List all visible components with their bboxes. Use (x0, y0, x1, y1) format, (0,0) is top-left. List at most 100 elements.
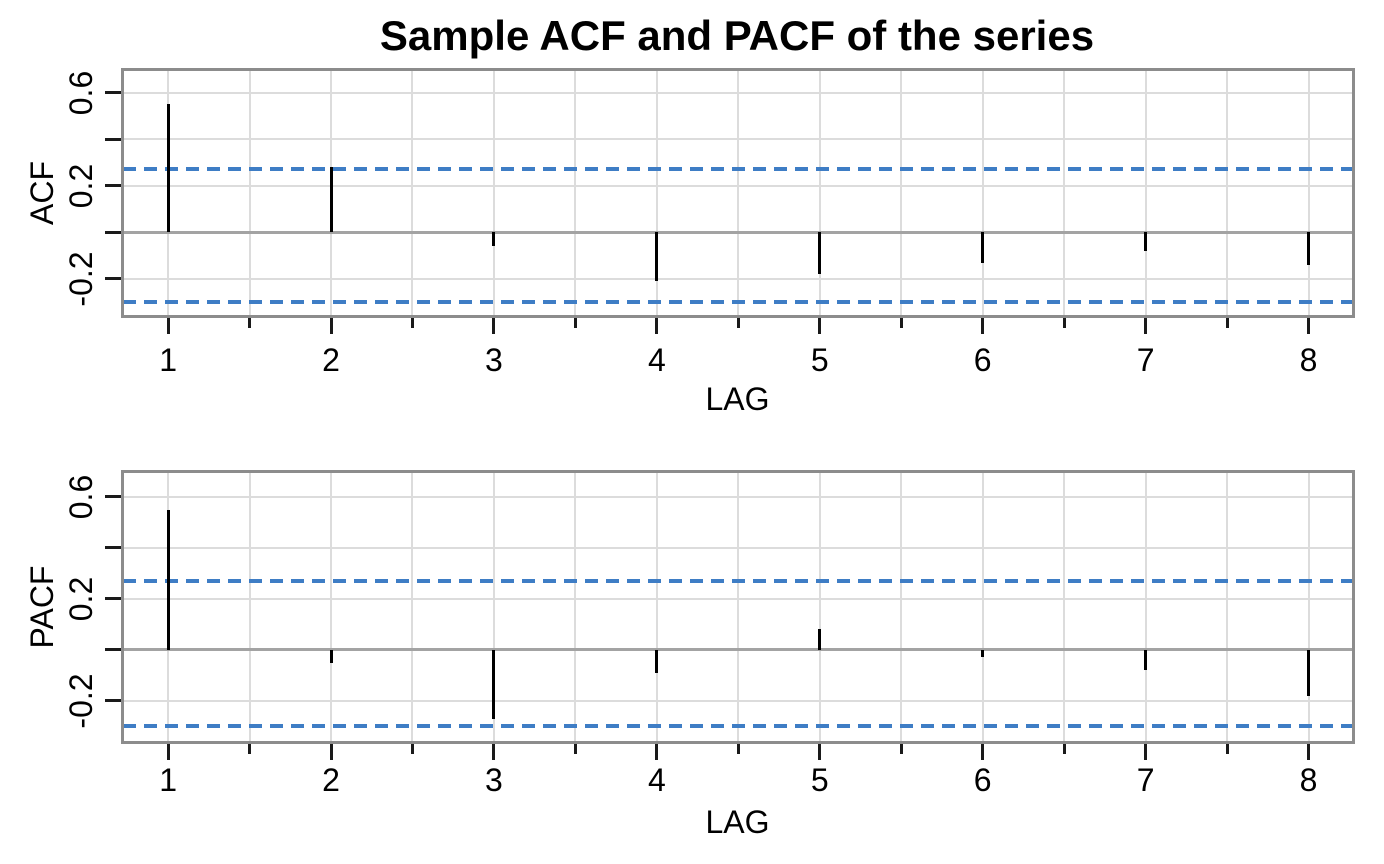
y-tick (104, 597, 121, 601)
confidence-band-lower (122, 724, 1353, 729)
grid-line-vertical (411, 69, 414, 316)
x-minor-tick (1062, 318, 1066, 328)
x-tick-label: 7 (1136, 342, 1155, 378)
grid-line-vertical (900, 69, 903, 316)
grid-line-vertical (248, 69, 251, 316)
y-tick (104, 699, 121, 703)
x-major-tick (981, 743, 985, 760)
grid-line-vertical (1063, 69, 1066, 316)
x-tick-label: 5 (810, 762, 829, 798)
grid-line-vertical (1226, 69, 1229, 316)
y-tick-label: -0.2 (62, 673, 99, 729)
x-minor-tick (1225, 318, 1229, 328)
figure-title: Sample ACF and PACF of the series (379, 12, 1095, 59)
acf-spike-lag-7 (1144, 232, 1148, 251)
x-major-tick (655, 743, 659, 760)
x-major-tick (655, 318, 659, 334)
x-minor-tick (1062, 743, 1066, 754)
x-tick-label: 8 (1299, 762, 1318, 798)
pacf-spike-lag-2 (329, 649, 333, 663)
acf-spike-lag-3 (492, 232, 496, 247)
y-tick-label: -0.2 (62, 251, 99, 307)
zero-line (122, 230, 1353, 234)
acf-spike-lag-1 (166, 104, 170, 233)
x-tick-label: 5 (810, 342, 829, 378)
x-major-tick (1307, 743, 1310, 760)
x-major-tick (329, 743, 333, 760)
plot-frame (120, 469, 1355, 744)
grid-line-vertical (737, 471, 740, 742)
x-minor-tick (736, 743, 740, 754)
y-tick-label: 0.6 (62, 70, 99, 115)
x-major-tick (492, 743, 496, 760)
y-tick (104, 230, 121, 234)
x-tick-label: 8 (1299, 342, 1318, 378)
grid-line-horizontal (122, 184, 1353, 187)
acf-spike-lag-5 (818, 232, 822, 275)
acf-spike-lag-4 (655, 232, 659, 282)
x-tick-label: 1 (159, 342, 178, 378)
grid-line-vertical (248, 471, 251, 742)
x-major-tick (166, 318, 170, 334)
x-major-tick (1307, 318, 1310, 334)
grid-line-vertical (1144, 69, 1147, 316)
x-major-tick (818, 743, 822, 760)
x-minor-tick (573, 318, 577, 328)
grid-line-vertical (818, 471, 821, 742)
pacf-spike-lag-5 (818, 629, 822, 650)
y-tick (104, 495, 121, 499)
x-tick-label: 6 (973, 342, 992, 378)
grid-line-vertical (1144, 471, 1147, 742)
grid-line-vertical (818, 69, 821, 316)
x-tick-label: 1 (159, 762, 178, 798)
grid-line-vertical (1307, 471, 1310, 742)
x-major-tick (1144, 318, 1148, 334)
y-tick-label: 0.2 (62, 163, 99, 209)
x-minor-tick (1225, 743, 1229, 754)
pacf-spike-lag-6 (981, 649, 985, 658)
pacf-spike-lag-3 (492, 649, 496, 719)
y-tick (104, 648, 121, 652)
y-tick (104, 277, 121, 281)
x-major-tick (981, 318, 985, 334)
x-minor-tick (410, 318, 414, 328)
grid-line-vertical (1063, 471, 1066, 742)
y-tick (104, 91, 121, 95)
acf-y-axis-title: ACF (23, 160, 60, 225)
acf-x-axis-title: LAG (705, 381, 770, 417)
x-minor-tick (899, 743, 903, 754)
x-minor-tick (248, 318, 252, 328)
grid-line-horizontal (122, 597, 1353, 600)
grid-line-vertical (1307, 69, 1310, 316)
grid-line-vertical (900, 471, 903, 742)
grid-line-horizontal (122, 138, 1353, 141)
x-tick-label: 2 (322, 342, 340, 378)
x-tick-label: 4 (647, 762, 666, 798)
x-minor-tick (248, 743, 252, 754)
pacf-spike-lag-8 (1307, 649, 1310, 696)
acf-spike-lag-2 (329, 167, 333, 233)
grid-line-vertical (574, 69, 577, 316)
grid-line-vertical (574, 471, 577, 742)
y-tick-label: 0.6 (62, 474, 99, 520)
x-major-tick (492, 318, 496, 334)
x-minor-tick (899, 318, 903, 328)
x-tick-label: 3 (485, 762, 503, 798)
y-tick (104, 137, 121, 141)
x-major-tick (1144, 743, 1148, 760)
grid-line-vertical (492, 69, 495, 316)
x-major-tick (818, 318, 822, 334)
confidence-band-lower (122, 300, 1353, 305)
grid-line-horizontal (122, 277, 1353, 280)
acf-spike-lag-6 (981, 232, 985, 263)
grid-line-vertical (981, 69, 984, 316)
grid-line-vertical (655, 471, 658, 742)
y-tick (104, 546, 121, 550)
grid-line-vertical (411, 471, 414, 742)
grid-line-vertical (330, 471, 333, 742)
pacf-y-axis-title: PACF (23, 565, 60, 648)
grid-line-vertical (1226, 471, 1229, 742)
grid-line-horizontal (122, 546, 1353, 549)
confidence-band-upper (122, 167, 1353, 172)
